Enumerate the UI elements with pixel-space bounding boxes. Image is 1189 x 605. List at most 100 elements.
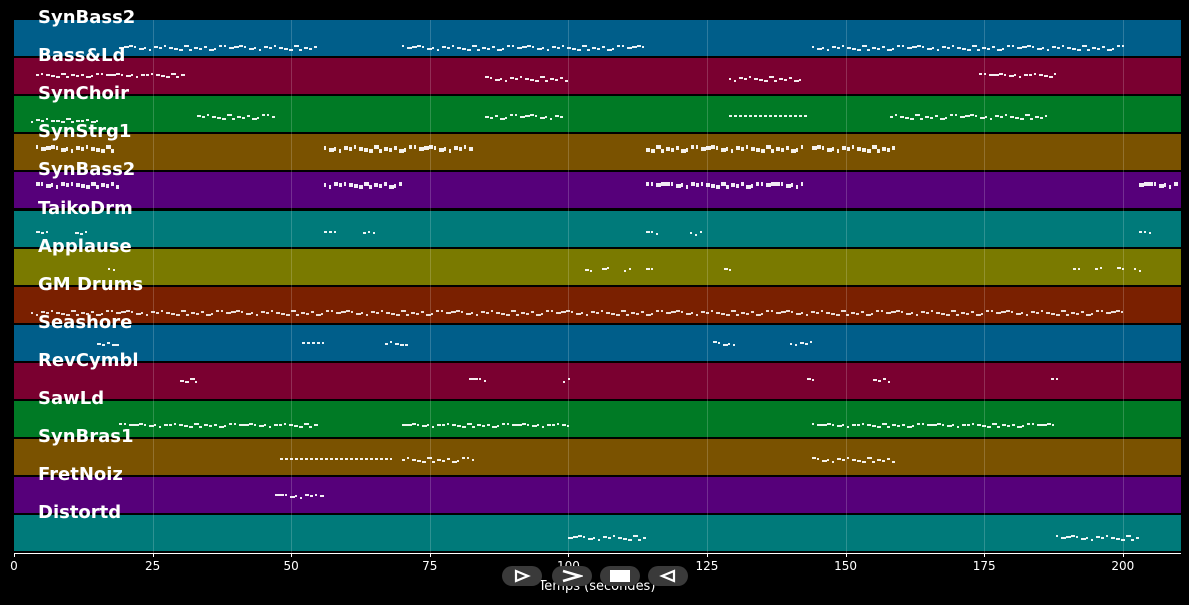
- note: [231, 117, 235, 120]
- note: [140, 311, 143, 314]
- note: [957, 47, 962, 49]
- note: [485, 116, 490, 118]
- note: [730, 310, 736, 313]
- note: [661, 148, 664, 153]
- note: [603, 536, 608, 539]
- track-lane: [14, 210, 1181, 247]
- note: [883, 378, 887, 381]
- next-button[interactable]: [552, 566, 592, 586]
- note: [437, 458, 442, 461]
- note: [1086, 536, 1089, 539]
- note: [837, 47, 841, 49]
- x-tick-label: 150: [834, 559, 858, 573]
- note: [204, 46, 208, 49]
- note: [812, 46, 815, 49]
- note: [842, 45, 845, 48]
- note: [749, 76, 752, 79]
- rewind-button[interactable]: [648, 566, 688, 586]
- note: [265, 311, 269, 314]
- note: [46, 230, 49, 233]
- note: [51, 183, 54, 188]
- note: [224, 425, 227, 428]
- note: [925, 311, 929, 314]
- note: [435, 310, 439, 313]
- note: [811, 379, 814, 382]
- note: [741, 146, 744, 151]
- note: [510, 114, 514, 117]
- note: [905, 312, 911, 315]
- note: [500, 77, 503, 80]
- note: [345, 310, 350, 313]
- note: [300, 458, 304, 461]
- note: [211, 116, 216, 118]
- note: [205, 313, 211, 316]
- note: [932, 47, 935, 49]
- note: [766, 183, 771, 188]
- note: [987, 426, 992, 428]
- note: [540, 312, 543, 315]
- note: [630, 311, 635, 314]
- note: [1020, 311, 1023, 314]
- note: [335, 311, 341, 314]
- note: [1085, 313, 1091, 316]
- note: [155, 311, 159, 314]
- note: [355, 458, 359, 461]
- stop-button[interactable]: [600, 566, 640, 586]
- note: [385, 311, 390, 314]
- note: [754, 115, 758, 118]
- note: [260, 311, 265, 314]
- note: [877, 458, 882, 461]
- note: [195, 312, 199, 315]
- note: [759, 78, 764, 81]
- note: [75, 313, 79, 316]
- note: [1019, 117, 1024, 120]
- note: [515, 313, 519, 316]
- note: [76, 146, 81, 151]
- note: [65, 313, 70, 316]
- note: [635, 312, 639, 315]
- note: [1014, 116, 1019, 119]
- note: [340, 311, 346, 314]
- x-tick-label: 175: [972, 559, 996, 573]
- play-forward-button[interactable]: [502, 566, 542, 586]
- note: [723, 268, 728, 271]
- note: [365, 458, 369, 461]
- note: [495, 311, 500, 314]
- note: [462, 426, 467, 428]
- note: [660, 310, 663, 313]
- note: [817, 458, 820, 461]
- track-lane: [14, 324, 1181, 361]
- note: [239, 424, 245, 427]
- note: [769, 115, 773, 118]
- note: [1106, 535, 1109, 538]
- note: [852, 423, 857, 426]
- note: [947, 47, 951, 49]
- note: [530, 311, 534, 314]
- note: [540, 76, 546, 79]
- note: [550, 310, 553, 313]
- note: [345, 458, 349, 461]
- note: [972, 422, 975, 425]
- note: [249, 422, 254, 425]
- note: [878, 379, 882, 382]
- note: [776, 181, 780, 186]
- note: [285, 313, 290, 316]
- note: [440, 310, 443, 313]
- track-label: SynStrg1: [38, 121, 132, 143]
- note: [310, 458, 314, 461]
- note: [400, 310, 406, 313]
- note: [1139, 230, 1143, 233]
- note: [880, 310, 883, 313]
- note: [766, 145, 771, 150]
- note: [384, 146, 389, 151]
- note: [239, 45, 244, 48]
- note: [1005, 310, 1010, 313]
- x-tick: [429, 553, 431, 557]
- note: [480, 311, 485, 314]
- chevron-right-icon: [562, 569, 583, 583]
- note: [842, 458, 846, 461]
- note: [800, 342, 805, 344]
- note: [399, 148, 405, 153]
- note: [86, 184, 91, 189]
- note: [515, 77, 519, 80]
